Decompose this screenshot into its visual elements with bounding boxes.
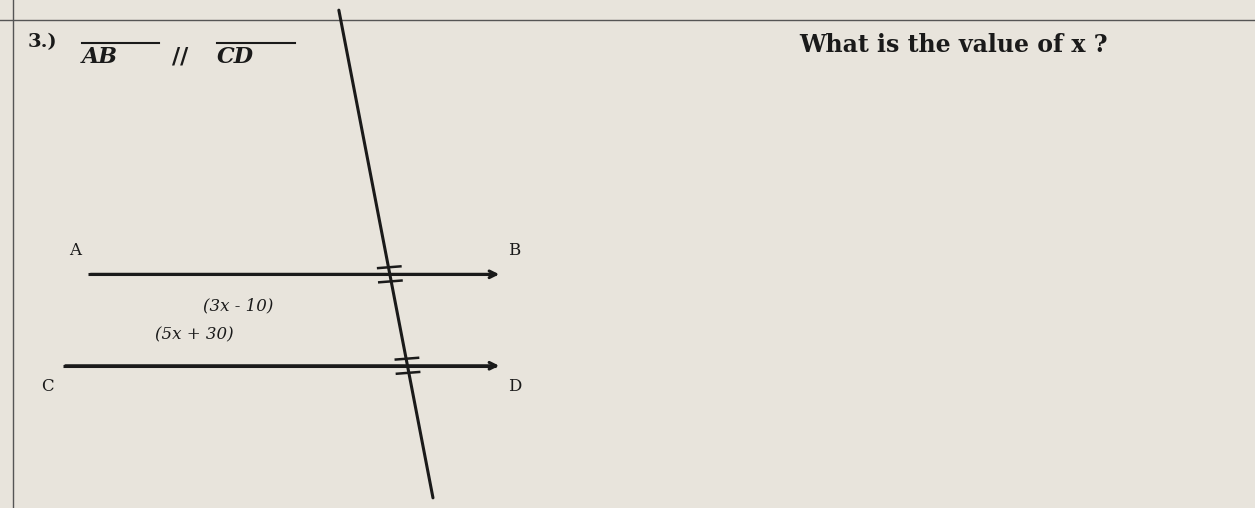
Text: C: C [41, 378, 54, 395]
Text: //: // [172, 46, 188, 68]
Text: What is the value of x ?: What is the value of x ? [799, 33, 1108, 57]
Text: D: D [508, 378, 522, 395]
Text: 3.): 3.) [28, 33, 58, 51]
Text: AB: AB [82, 46, 118, 68]
Text: CD: CD [217, 46, 254, 68]
Text: (5x + 30): (5x + 30) [156, 326, 233, 343]
Text: (3x - 10): (3x - 10) [203, 297, 274, 314]
Text: A: A [69, 242, 82, 259]
Text: B: B [508, 242, 521, 259]
